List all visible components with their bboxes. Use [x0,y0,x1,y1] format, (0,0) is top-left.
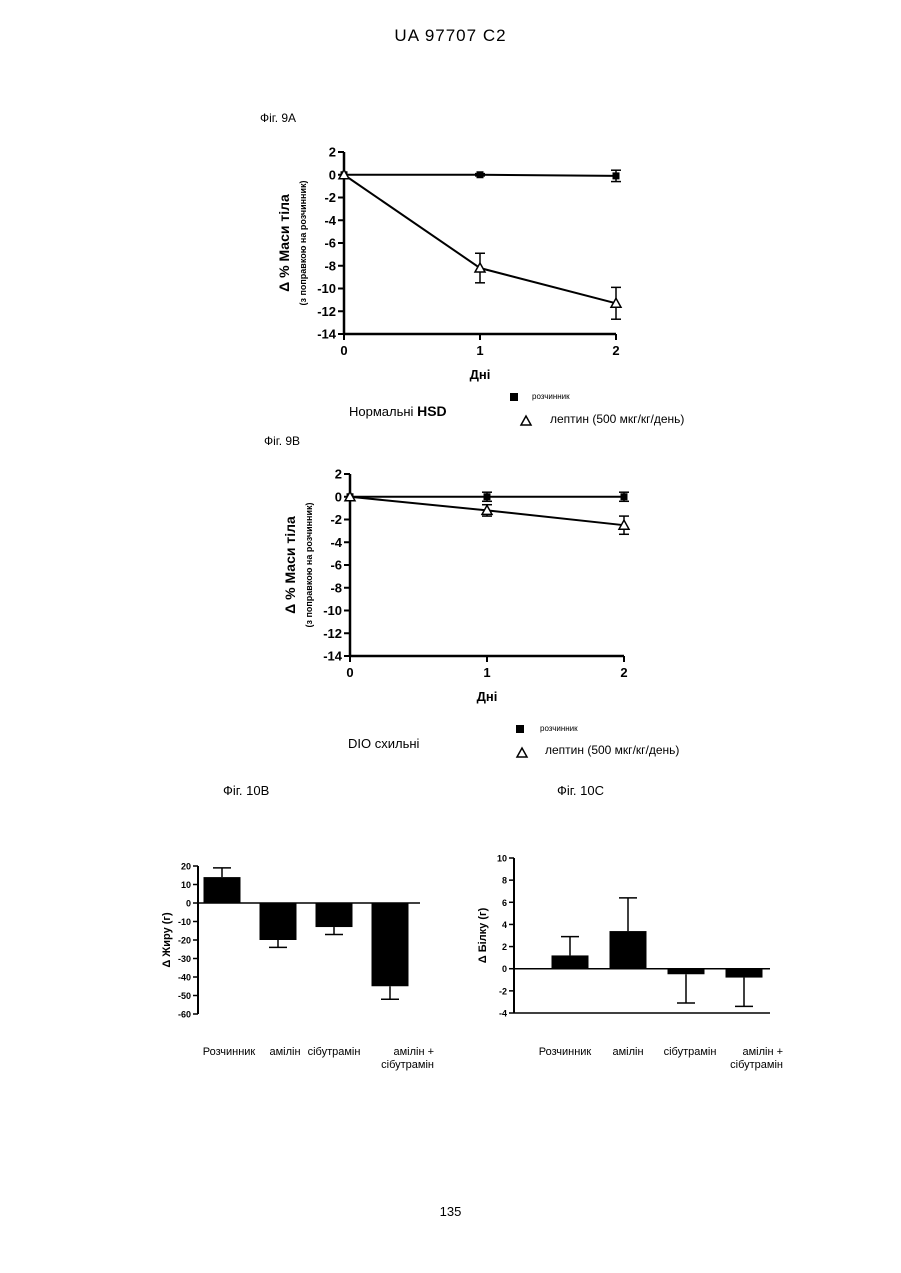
fig9a-point-square [477,171,484,178]
fig10c-ytick-label: 2 [502,942,507,952]
fig10c-bar [668,969,705,975]
fig9a-ytick-label: -8 [324,258,336,273]
fig10c-ytick-label: 6 [502,898,507,908]
fig10c-category-label-line: сібутрамін [663,1059,783,1072]
fig9b-xtick-label: 2 [620,665,627,680]
fig10b-ytick-label: 20 [181,862,191,872]
fig9a-ytick-label: -2 [324,190,336,205]
fig9a-xlabel: Дні [470,367,491,382]
fig9b-ytick-label: -2 [330,512,342,527]
fig9b-xtick-label: 0 [346,665,353,680]
fig10b-category-label: амілін +сібутрамін [314,1046,434,1072]
fig9b-ytick-label: -10 [323,603,342,618]
fig10b-bar [316,903,353,927]
fig10b-ytick-label: -40 [178,973,191,983]
fig9a-legend-leptin-marker [521,416,531,425]
fig9a-ylabel-sub: (з поправкою на розчинник) [298,180,308,305]
fig10c-category-label: амілін +сібутрамін [663,1046,783,1072]
fig10b-ytick-label: -30 [178,954,191,964]
fig10c-ytick-label: 4 [502,920,507,930]
fig9a-series-line-2 [344,175,616,304]
fig9b-point-square [621,493,628,500]
charts-canvas: 20-2-4-6-8-10-12-14012ДніΔ % Маси тіла(з… [0,0,901,1273]
fig10c-ylabel: Δ Білку (г) [477,907,489,963]
fig10c-category-label-line: амілін + [663,1046,783,1059]
fig10b-bar [372,903,409,986]
fig10b-ytick-label: -50 [178,991,191,1001]
fig9b-xtick-label: 1 [483,665,490,680]
fig9b-ytick-label: 2 [335,467,342,482]
fig9a-ytick-label: 2 [329,145,336,160]
patent-page: UA 97707 C2 Фіг. 9А Нормальні HSD розчин… [0,0,901,1273]
page-number: 135 [0,1204,901,1219]
fig10c-bar [610,931,647,969]
fig9a-xtick-label: 1 [476,343,483,358]
fig9b-xlabel: Дні [477,689,498,704]
fig9a-ytick-label: -14 [317,327,337,342]
fig9a-ytick-label: -6 [324,236,336,251]
fig10b-category-label-line: амілін + [314,1046,434,1059]
fig9b-ytick-label: -6 [330,558,342,573]
fig9b-ytick-label: -8 [330,580,342,595]
fig10b-category-label-line: сібутрамін [314,1059,434,1072]
fig9a-xtick-label: 2 [612,343,619,358]
fig9b-ytick-label: 0 [335,489,342,504]
fig10b-bar [260,903,297,940]
fig10b-ytick-label: 0 [186,899,191,909]
fig10b-ytick-label: -20 [178,936,191,946]
fig9a-ytick-label: -4 [324,213,336,228]
fig9a-point-triangle [475,263,485,272]
fig9b-ytick-label: -12 [323,626,342,641]
fig9b-point-square [484,493,491,500]
fig9a-point-square [613,172,620,179]
fig9a-ytick-label: -10 [317,281,336,296]
fig10c-ytick-label: 0 [502,964,507,974]
fig10c-ytick-label: -2 [499,986,507,996]
fig10c-bar [726,969,763,978]
fig10c-ytick-label: -4 [499,1009,507,1019]
fig9b-ytick-label: -14 [323,649,343,664]
fig9b-legend-leptin-marker [517,748,527,757]
fig9b-ylabel: Δ % Маси тіла [282,516,298,614]
fig10b-ylabel: Δ Жиру (г) [161,912,173,968]
fig10b-ytick-label: -60 [178,1010,191,1020]
fig9b-ylabel-sub: (з поправкою на розчинник) [304,502,314,627]
fig9a-ylabel: Δ % Маси тіла [276,194,292,292]
fig10b-ytick-label: 10 [181,880,191,890]
fig9b-ytick-label: -4 [330,535,342,550]
fig9a-ytick-label: -12 [317,304,336,319]
fig10b-ytick-label: -10 [178,917,191,927]
fig10c-ytick-label: 8 [502,876,507,886]
fig10c-ytick-label: 10 [497,854,507,864]
fig10b-bar [204,877,241,903]
fig9a-ytick-label: 0 [329,167,336,182]
fig10c-bar [552,955,589,968]
fig9a-xtick-label: 0 [340,343,347,358]
